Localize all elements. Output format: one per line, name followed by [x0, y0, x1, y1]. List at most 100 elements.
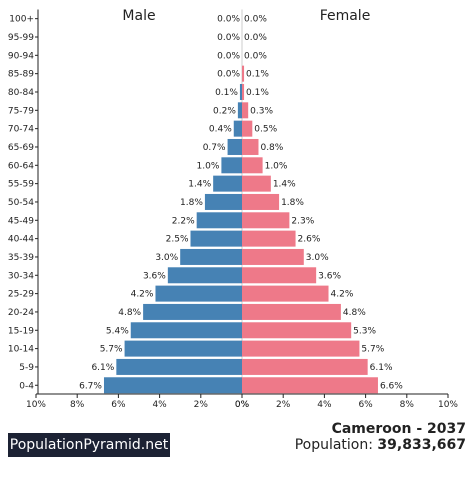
male-bar: [213, 175, 242, 192]
male-value-label: 2.5%: [166, 235, 189, 245]
age-group-label: 75-79: [8, 106, 34, 116]
female-value-label: 4.2%: [331, 290, 354, 300]
age-group-label: 20-24: [8, 308, 34, 318]
age-group-label: 100+: [9, 15, 34, 25]
x-tick-label-right: 6%: [358, 400, 373, 410]
age-group-label: 45-49: [8, 216, 34, 226]
female-bar: [242, 157, 263, 174]
x-tick-label-left: 8%: [70, 400, 85, 410]
female-value-label: 6.1%: [370, 363, 393, 373]
female-value-label: 1.0%: [265, 161, 288, 171]
female-value-label: 0.5%: [254, 125, 277, 135]
age-group-label: 60-64: [8, 161, 34, 171]
male-bar: [221, 157, 242, 174]
x-tick-label-right: 0%: [235, 400, 250, 410]
female-value-label: 0.3%: [250, 106, 273, 116]
female-value-label: 4.8%: [343, 308, 366, 318]
male-value-label: 0.1%: [215, 88, 238, 98]
female-value-label: 3.0%: [306, 253, 329, 263]
female-bar: [242, 248, 304, 265]
age-group-label: 80-84: [8, 88, 34, 98]
male-bar: [190, 230, 242, 247]
female-bar: [242, 102, 249, 119]
male-value-label: 5.4%: [106, 326, 129, 336]
age-group-label: 85-89: [8, 70, 34, 80]
male-value-label: 4.8%: [118, 308, 141, 318]
x-tick-label-left: 10%: [26, 400, 46, 410]
male-value-label: 1.0%: [197, 161, 220, 171]
x-tick-label-left: 6%: [111, 400, 126, 410]
series-header-female: Female: [320, 8, 371, 24]
country-year-title: Cameroon - 2037: [331, 421, 466, 437]
population-value: 39,833,667: [377, 437, 466, 453]
brand-logo[interactable]: PopulationPyramid.net: [8, 433, 170, 457]
male-value-label: 6.1%: [91, 363, 114, 373]
male-bar: [233, 120, 242, 137]
male-bar: [239, 83, 242, 100]
age-group-label: 40-44: [8, 235, 34, 245]
female-value-label: 2.3%: [291, 216, 314, 226]
female-bar: [242, 83, 245, 100]
x-tick-label-left: 0%: [235, 400, 250, 410]
age-group-label: 15-19: [8, 326, 34, 336]
female-value-label: 6.6%: [380, 381, 403, 391]
male-value-label: 0.2%: [213, 106, 236, 116]
age-group-label: 95-99: [8, 33, 34, 43]
age-group-label: 0-4: [19, 381, 34, 391]
female-bar: [242, 303, 341, 320]
female-value-label: 2.6%: [298, 235, 321, 245]
male-bar: [196, 212, 242, 229]
male-bar: [237, 102, 242, 119]
female-value-label: 5.7%: [361, 345, 384, 355]
female-value-label: 0.0%: [244, 15, 267, 25]
age-group-label: 50-54: [8, 198, 34, 208]
female-value-label: 0.0%: [244, 33, 267, 43]
x-tick-label-right: 10%: [438, 400, 458, 410]
female-value-label: 0.1%: [246, 70, 269, 80]
x-tick-label-left: 2%: [194, 400, 209, 410]
x-tick-label-right: 2%: [276, 400, 291, 410]
male-bar: [155, 285, 242, 302]
female-bar: [242, 322, 352, 339]
female-bar: [242, 65, 245, 82]
male-bar: [116, 358, 242, 375]
age-group-label: 10-14: [8, 345, 34, 355]
age-group-label: 65-69: [8, 143, 34, 153]
male-bar: [167, 267, 242, 284]
female-value-label: 0.8%: [260, 143, 283, 153]
male-value-label: 0.0%: [217, 33, 240, 43]
male-value-label: 3.6%: [143, 271, 166, 281]
male-bar: [204, 193, 242, 210]
male-value-label: 6.7%: [79, 381, 102, 391]
male-value-label: 3.0%: [155, 253, 178, 263]
male-bar: [124, 340, 242, 357]
female-value-label: 5.3%: [353, 326, 376, 336]
age-group-label: 90-94: [8, 51, 34, 61]
female-value-label: 3.6%: [318, 271, 341, 281]
male-value-label: 0.0%: [217, 70, 240, 80]
female-value-label: 1.4%: [273, 180, 296, 190]
male-value-label: 0.0%: [217, 51, 240, 61]
age-group-label: 70-74: [8, 125, 34, 135]
female-bar: [242, 267, 317, 284]
female-bar: [242, 212, 290, 229]
male-value-label: 0.4%: [209, 125, 232, 135]
male-value-label: 0.7%: [203, 143, 226, 153]
age-group-label: 30-34: [8, 271, 34, 281]
male-value-label: 4.2%: [131, 290, 154, 300]
x-tick-label-left: 4%: [152, 400, 167, 410]
female-value-label: 0.0%: [244, 51, 267, 61]
age-group-label: 35-39: [8, 253, 34, 263]
male-value-label: 1.8%: [180, 198, 203, 208]
male-value-label: 0.0%: [217, 15, 240, 25]
female-bar: [242, 138, 259, 155]
population-total: Population: 39,833,667: [295, 437, 466, 453]
female-bar: [242, 120, 253, 137]
male-bar: [180, 248, 242, 265]
female-bar: [242, 358, 368, 375]
male-value-label: 2.2%: [172, 216, 195, 226]
male-value-label: 1.4%: [188, 180, 211, 190]
age-group-label: 5-9: [19, 363, 34, 373]
population-label: Population:: [294, 437, 373, 453]
